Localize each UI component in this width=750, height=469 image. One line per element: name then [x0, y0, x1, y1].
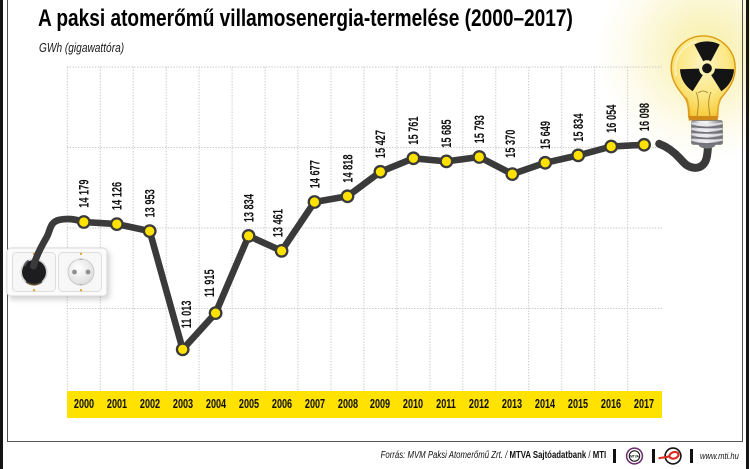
- svg-text:13 953: 13 953: [142, 189, 159, 218]
- svg-text:13 834: 13 834: [240, 194, 257, 223]
- svg-text:15 685: 15 685: [438, 119, 455, 148]
- svg-text:15 370: 15 370: [502, 129, 519, 158]
- svg-text:15 649: 15 649: [537, 121, 554, 150]
- svg-text:15 834: 15 834: [570, 113, 587, 142]
- svg-text:14 179: 14 179: [76, 179, 93, 208]
- svg-text:14 126: 14 126: [109, 182, 126, 211]
- svg-text:15 427: 15 427: [372, 130, 389, 159]
- svg-text:14 818: 14 818: [339, 154, 356, 183]
- svg-text:16 098: 16 098: [636, 103, 653, 132]
- svg-text:14 677: 14 677: [306, 160, 323, 189]
- svg-text:16 054: 16 054: [603, 104, 620, 133]
- svg-text:15 761: 15 761: [405, 116, 422, 145]
- svg-text:15 793: 15 793: [471, 115, 488, 144]
- svg-text:13 461: 13 461: [270, 209, 287, 238]
- svg-text:11 013: 11 013: [178, 300, 195, 328]
- svg-text:11 915: 11 915: [201, 269, 218, 297]
